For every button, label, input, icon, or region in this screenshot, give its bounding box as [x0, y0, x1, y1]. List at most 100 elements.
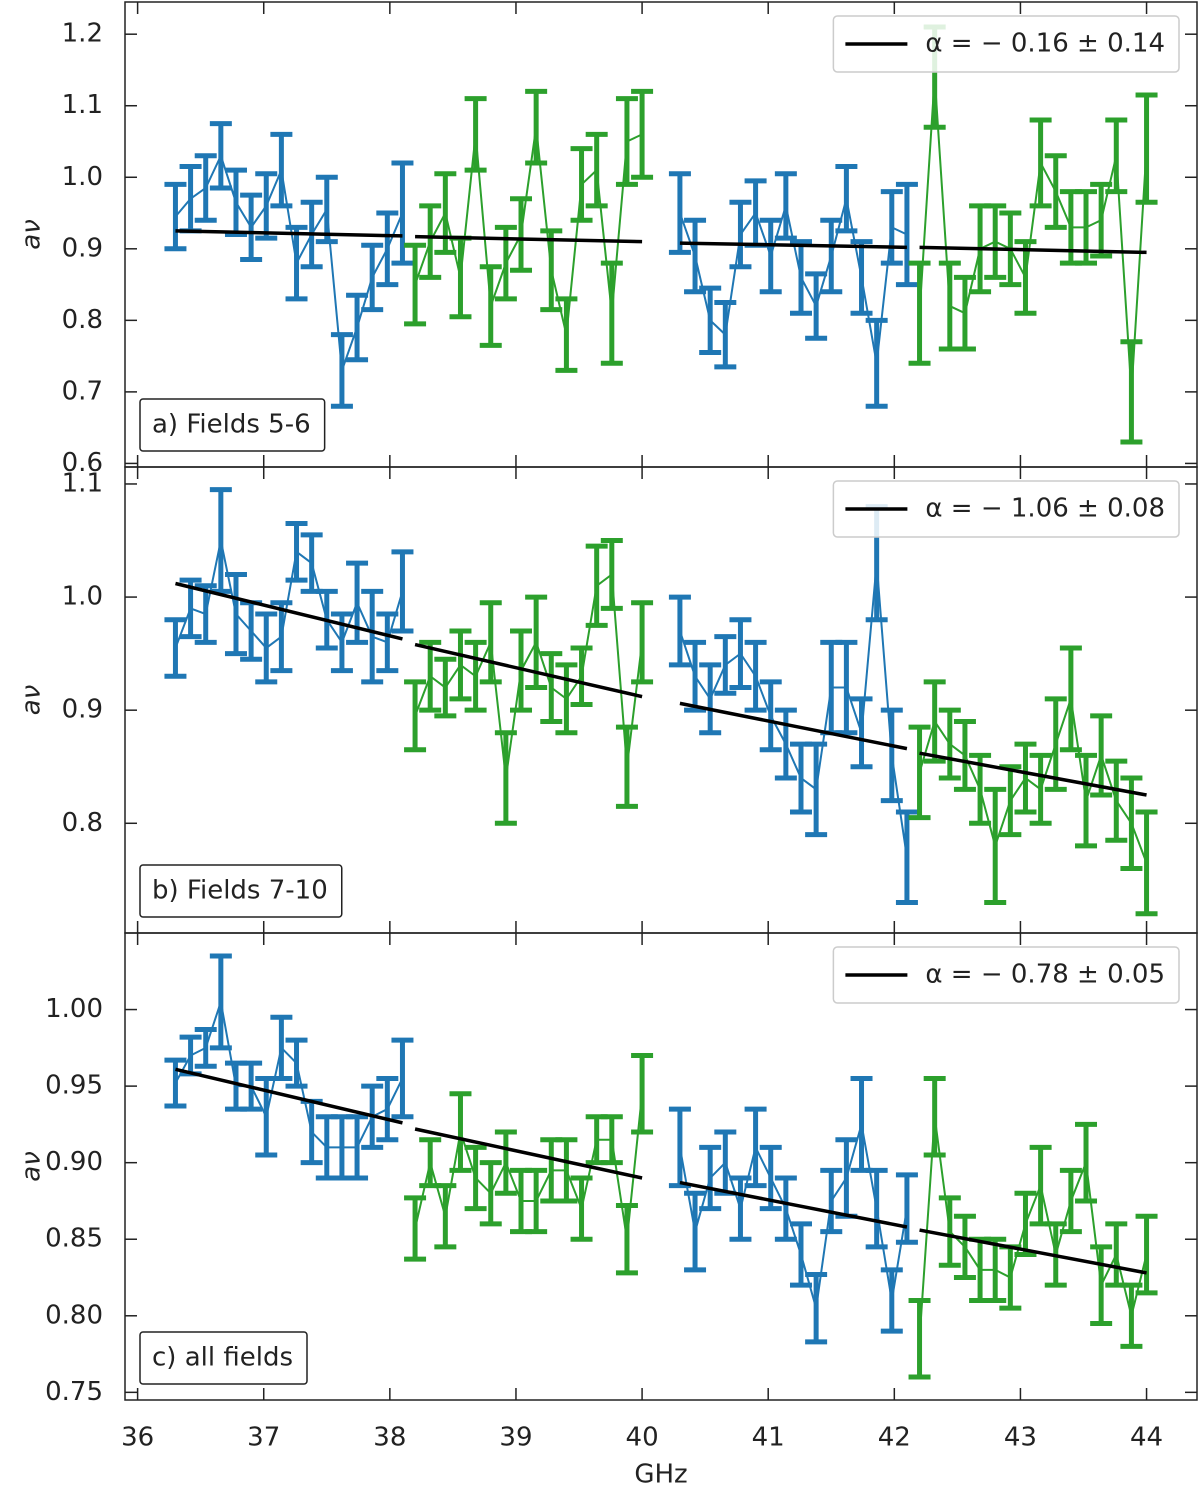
error-bar [668, 1106, 691, 1189]
error-bar [880, 1267, 903, 1334]
error-bar [1044, 153, 1067, 230]
error-bar [953, 718, 976, 792]
error-bar [391, 160, 414, 266]
error-bar [570, 1175, 593, 1242]
error-bar [908, 724, 931, 821]
error-bar [194, 583, 217, 645]
error-bar [346, 292, 369, 363]
error-bar [419, 203, 442, 280]
error-bar [209, 121, 232, 191]
error-bar [789, 1221, 812, 1288]
x-axis-label: GHz [634, 1460, 687, 1490]
error-bar [376, 1075, 399, 1143]
y-tick-label: 0.9 [62, 695, 103, 725]
error-bar [1014, 741, 1037, 815]
axes-frame [124, 932, 1198, 1401]
error-bar [615, 724, 638, 809]
y-axis-label: aν [17, 685, 47, 715]
error-bar [953, 274, 976, 352]
error-bar [668, 171, 691, 255]
y-tick-label: 1.00 [45, 994, 103, 1024]
error-bar [699, 285, 722, 356]
error-bar [570, 146, 593, 223]
error-bar [1105, 1221, 1128, 1288]
error-bar [938, 1195, 961, 1268]
error-bar [285, 521, 308, 583]
error-bar [744, 1106, 767, 1189]
error-bar [479, 1160, 502, 1227]
data-line [414, 572, 644, 779]
error-bar [391, 1037, 414, 1120]
error-bar [820, 217, 843, 295]
error-bar [820, 1167, 843, 1235]
error-bar [1014, 1190, 1037, 1258]
error-bar [729, 617, 752, 691]
error-bar [615, 96, 638, 187]
error-bar [895, 181, 918, 288]
panel-label: b) Fields 7-10 [152, 876, 328, 906]
error-bar [1029, 117, 1052, 209]
error-bar [361, 242, 384, 313]
legend-label: α = − 1.06 ± 0.08 [925, 494, 1165, 524]
error-bar [404, 679, 427, 753]
data-line [918, 1116, 1148, 1339]
x-tick-label: 42 [878, 1423, 911, 1453]
error-bar [923, 1075, 946, 1158]
error-bar [330, 332, 353, 409]
y-tick-label: 1.0 [62, 582, 103, 612]
y-tick-label: 1.0 [62, 162, 103, 192]
x-tick-label: 37 [247, 1423, 280, 1453]
error-bar [865, 317, 888, 409]
error-bar [270, 1014, 293, 1081]
error-bar [668, 594, 691, 668]
error-bar [699, 1144, 722, 1212]
error-bar [285, 224, 308, 302]
error-bar [510, 196, 533, 273]
error-bar [938, 707, 961, 781]
data-line [678, 563, 908, 858]
error-bar [1120, 1282, 1143, 1349]
error-bar [1135, 809, 1158, 917]
error-bar [729, 199, 752, 270]
error-bar [923, 679, 946, 764]
error-bar [880, 189, 903, 266]
error-bar [449, 235, 472, 320]
error-bar [953, 1213, 976, 1281]
error-bar [880, 707, 903, 804]
error-bar [600, 1114, 623, 1166]
error-bar [164, 617, 187, 679]
error-bar [1090, 1244, 1113, 1326]
error-bar [969, 752, 992, 826]
y-tick-label: 1.1 [62, 468, 103, 498]
data-line [174, 540, 404, 650]
error-bar [600, 538, 623, 611]
x-tick-label: 43 [1004, 1423, 1037, 1453]
error-bar [729, 1175, 752, 1242]
error-bar [555, 1137, 578, 1204]
error-bar [494, 730, 517, 826]
x-tick-label: 38 [373, 1423, 406, 1453]
error-bar [479, 264, 502, 348]
error-bar [419, 639, 442, 713]
error-bar [984, 1236, 1007, 1303]
y-tick-label: 1.1 [62, 90, 103, 120]
x-tick-label: 40 [626, 1423, 659, 1453]
error-bar [789, 239, 812, 316]
error-bar [759, 679, 782, 753]
error-bar [224, 167, 247, 237]
error-bar [805, 271, 828, 341]
error-bar [1090, 713, 1113, 798]
y-axis-label: aν [17, 219, 47, 249]
error-bar [850, 1075, 873, 1173]
error-bar [540, 651, 563, 724]
error-bar [999, 764, 1022, 838]
error-bar [449, 628, 472, 702]
legend-box [832, 480, 1180, 538]
error-bar [300, 1098, 323, 1166]
error-bar [346, 1114, 369, 1181]
error-bar [850, 696, 873, 770]
error-bar [744, 639, 767, 713]
error-bar [714, 634, 737, 696]
error-bar [194, 1026, 217, 1069]
